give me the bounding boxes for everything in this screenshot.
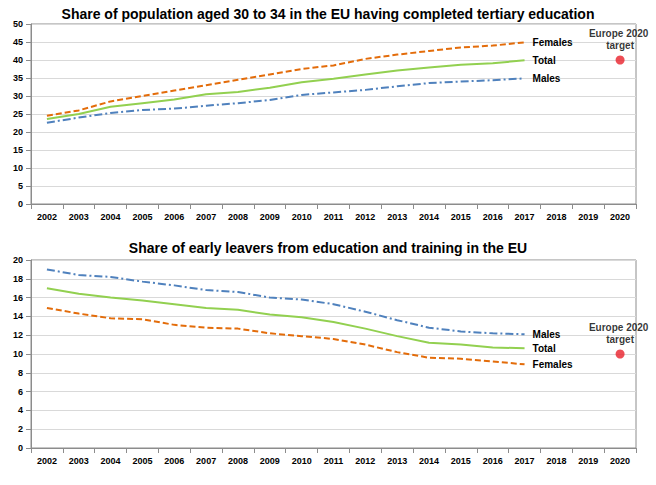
svg-text:15: 15 xyxy=(13,145,23,155)
svg-text:20: 20 xyxy=(13,255,23,265)
svg-text:Males: Males xyxy=(533,73,561,84)
svg-text:6: 6 xyxy=(18,387,23,397)
svg-text:Males: Males xyxy=(533,329,561,340)
svg-text:2: 2 xyxy=(18,424,23,434)
svg-text:2008: 2008 xyxy=(228,212,248,222)
svg-text:2013: 2013 xyxy=(387,212,407,222)
svg-text:0: 0 xyxy=(18,443,23,453)
svg-text:2020: 2020 xyxy=(610,456,630,466)
svg-text:2019: 2019 xyxy=(578,212,598,222)
svg-text:16: 16 xyxy=(13,293,23,303)
svg-text:Females: Females xyxy=(533,37,573,48)
svg-text:2017: 2017 xyxy=(515,212,535,222)
svg-text:2003: 2003 xyxy=(69,212,89,222)
svg-text:2019: 2019 xyxy=(578,456,598,466)
svg-text:20: 20 xyxy=(13,127,23,137)
svg-text:Share of early leavers from ed: Share of early leavers from education an… xyxy=(129,240,527,256)
svg-text:2014: 2014 xyxy=(419,456,439,466)
svg-text:2005: 2005 xyxy=(132,212,152,222)
svg-text:2010: 2010 xyxy=(292,456,312,466)
svg-text:2011: 2011 xyxy=(324,212,344,222)
svg-text:2007: 2007 xyxy=(196,456,216,466)
svg-text:18: 18 xyxy=(13,274,23,284)
svg-text:Europe 2020: Europe 2020 xyxy=(589,28,651,39)
svg-text:5: 5 xyxy=(18,181,23,191)
svg-text:target: target xyxy=(606,334,634,345)
svg-text:2006: 2006 xyxy=(164,212,184,222)
svg-text:2004: 2004 xyxy=(101,456,121,466)
svg-text:2010: 2010 xyxy=(292,212,312,222)
svg-text:10: 10 xyxy=(13,349,23,359)
svg-text:2012: 2012 xyxy=(355,212,375,222)
svg-text:50: 50 xyxy=(13,19,23,29)
svg-text:12: 12 xyxy=(13,330,23,340)
svg-text:30: 30 xyxy=(13,91,23,101)
svg-text:2013: 2013 xyxy=(387,456,407,466)
svg-text:45: 45 xyxy=(13,37,23,47)
svg-text:Females: Females xyxy=(533,359,573,370)
svg-text:2004: 2004 xyxy=(101,212,121,222)
svg-text:2002: 2002 xyxy=(37,212,57,222)
svg-text:2002: 2002 xyxy=(37,456,57,466)
svg-text:10: 10 xyxy=(13,163,23,173)
svg-text:4: 4 xyxy=(18,405,23,415)
svg-text:2009: 2009 xyxy=(260,456,280,466)
svg-text:2014: 2014 xyxy=(419,212,439,222)
svg-text:8: 8 xyxy=(18,368,23,378)
svg-text:Europe 2020: Europe 2020 xyxy=(589,322,651,333)
svg-text:2006: 2006 xyxy=(164,456,184,466)
svg-text:40: 40 xyxy=(13,55,23,65)
svg-text:2016: 2016 xyxy=(483,212,503,222)
svg-text:2008: 2008 xyxy=(228,456,248,466)
svg-text:Share of population aged 30 to: Share of population aged 30 to 34 in the… xyxy=(62,6,595,22)
svg-text:35: 35 xyxy=(13,73,23,83)
svg-text:2011: 2011 xyxy=(324,456,344,466)
svg-text:2009: 2009 xyxy=(260,212,280,222)
svg-text:2003: 2003 xyxy=(69,456,89,466)
svg-text:2012: 2012 xyxy=(355,456,375,466)
svg-text:0: 0 xyxy=(18,199,23,209)
svg-text:2017: 2017 xyxy=(515,456,535,466)
svg-text:target: target xyxy=(606,40,634,51)
svg-text:Total: Total xyxy=(533,343,556,354)
svg-text:Total: Total xyxy=(533,55,556,66)
svg-text:2015: 2015 xyxy=(451,212,471,222)
svg-text:2015: 2015 xyxy=(451,456,471,466)
svg-text:2018: 2018 xyxy=(546,456,566,466)
svg-text:2005: 2005 xyxy=(132,456,152,466)
svg-text:2020: 2020 xyxy=(610,212,630,222)
svg-text:14: 14 xyxy=(13,311,23,321)
svg-text:2007: 2007 xyxy=(196,212,216,222)
svg-text:25: 25 xyxy=(13,109,23,119)
svg-text:2018: 2018 xyxy=(546,212,566,222)
svg-text:2016: 2016 xyxy=(483,456,503,466)
